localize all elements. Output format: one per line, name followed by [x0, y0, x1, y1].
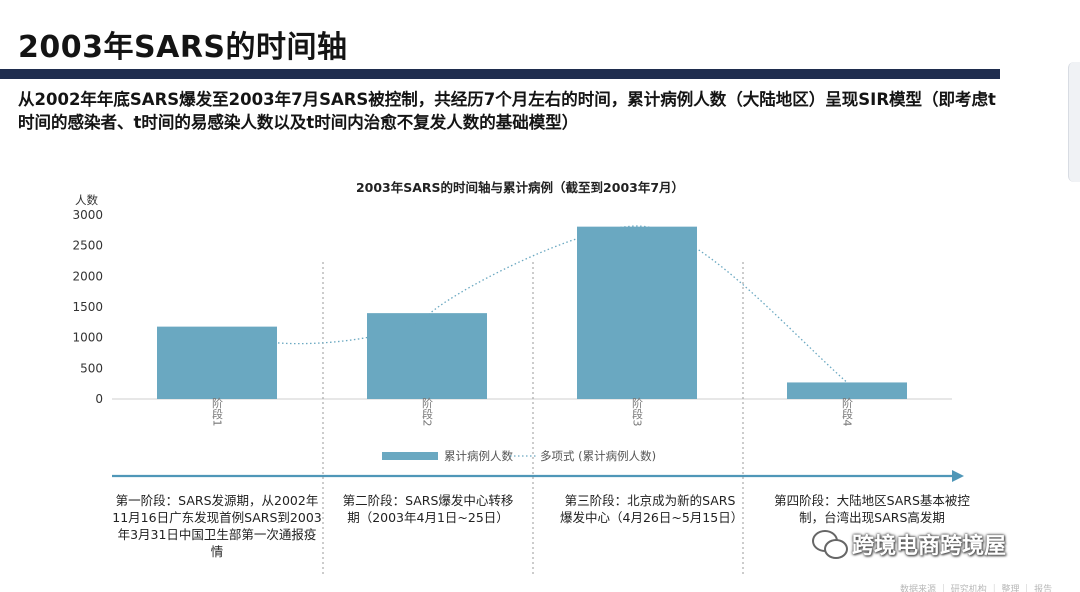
- x-category-label: 阶段2: [421, 396, 434, 426]
- phase-2-description: 第二阶段：SARS爆发中心转移期（2003年4月1日~25日）: [342, 493, 514, 525]
- legend-label-trendline: 多项式 (累计病例人数): [540, 449, 656, 463]
- footer-source: 数据来源 ｜ 研究机构 ｜ 整理 ｜ 报告: [900, 585, 1053, 592]
- wechat-icon: [812, 530, 848, 559]
- y-tick-label: 1000: [72, 331, 103, 345]
- timeline-arrow-head: [952, 470, 964, 482]
- side-panel-tab[interactable]: [1068, 62, 1080, 182]
- legend-swatch-bars: [382, 452, 438, 460]
- y-tick-label: 2500: [72, 239, 103, 253]
- x-category-label: 阶段1: [211, 396, 224, 426]
- trendline-polynomial: [234, 225, 848, 383]
- title-rule: [0, 69, 1000, 79]
- y-tick-label: 2000: [72, 269, 103, 283]
- y-tick-label: 1500: [72, 300, 103, 314]
- watermark: 跨境电商跨境屋: [812, 528, 1006, 560]
- legend-label-bars: 累计病例人数: [444, 449, 513, 463]
- bar-阶段1: [157, 326, 277, 399]
- y-tick-label: 0: [95, 392, 103, 406]
- summary-text: 从2002年年底SARS爆发至2003年7月SARS被控制，共经历7个月左右的时…: [18, 90, 996, 132]
- y-tick-label: 3000: [72, 208, 103, 222]
- x-category-label: 阶段3: [631, 396, 644, 426]
- y-axis-label: 人数: [75, 193, 98, 207]
- watermark-text: 跨境电商跨境屋: [852, 534, 1007, 559]
- bar-阶段3: [577, 226, 697, 399]
- phase-4-description: 第四阶段：大陆地区SARS基本被控制，台湾出现SARS高发期: [774, 493, 970, 525]
- phase-3-description: 第三阶段：北京成为新的SARS爆发中心（4月26日~5月15日）: [560, 493, 744, 525]
- bar-阶段4: [787, 382, 907, 399]
- phase-1-description: 第一阶段：SARS发源期，从2002年11月16日广东发现首例SARS到2003…: [112, 493, 322, 559]
- bar-阶段2: [367, 313, 487, 399]
- y-tick-label: 500: [80, 361, 103, 375]
- chart-title: 2003年SARS的时间轴与累计病例（截至到2003年7月）: [356, 180, 684, 195]
- slide-title: 2003年SARS的时间轴: [18, 30, 348, 65]
- x-category-label: 阶段4: [841, 396, 854, 426]
